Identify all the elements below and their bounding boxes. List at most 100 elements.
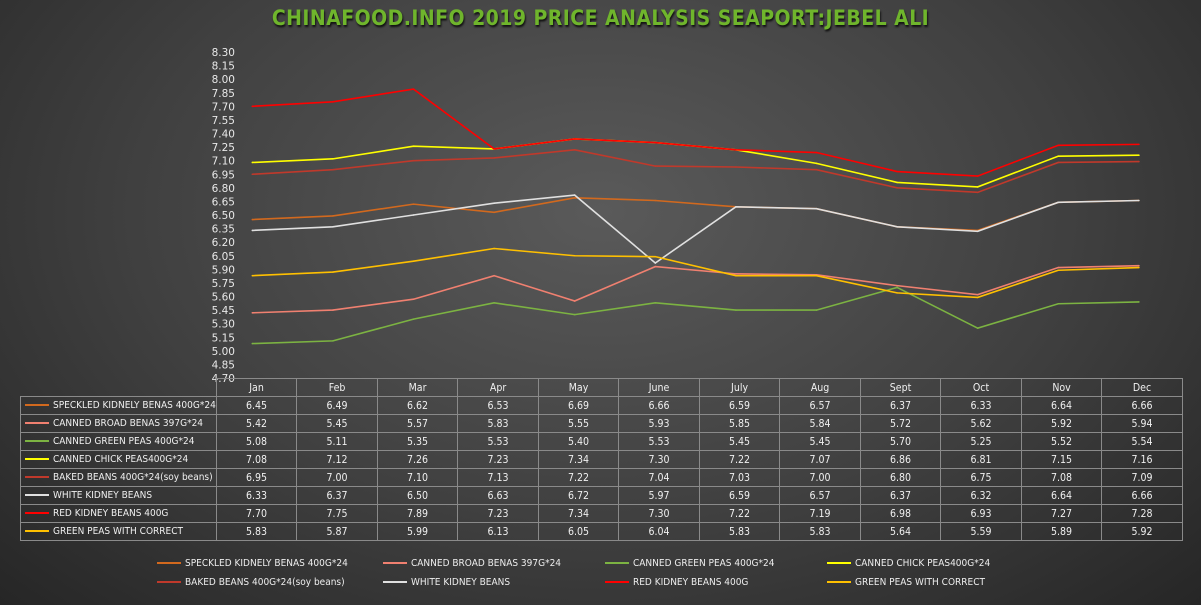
data-point	[896, 225, 898, 228]
y-tick-label: 5.75	[212, 278, 235, 290]
legend-item: CANNED GREEN PEAS 400G*24	[605, 558, 774, 569]
data-point	[896, 284, 898, 287]
legend-item: GREEN PEAS WITH CORRECT	[827, 577, 985, 588]
data-point	[332, 168, 334, 171]
data-point	[412, 145, 415, 147]
row-label: CANNED GREEN PEAS 400G*24	[20, 432, 217, 451]
data-point	[332, 158, 334, 160]
table-cell: 5.42	[215, 414, 298, 433]
table-cell: 5.84	[779, 414, 861, 433]
data-point	[735, 274, 737, 277]
data-point	[1057, 302, 1060, 305]
table-cell: 7.75	[296, 504, 378, 523]
table-cell: 7.30	[618, 504, 700, 523]
data-point	[493, 148, 495, 150]
legend-label: BAKED BEANS 400G*24(soy beans)	[185, 577, 345, 588]
data-point	[493, 302, 495, 304]
data-point	[251, 342, 254, 345]
legend-item: CANNED CHICK PEAS400G*24	[827, 558, 990, 569]
data-point	[896, 181, 898, 184]
data-point	[573, 138, 576, 140]
series-line-5	[252, 194, 1139, 265]
y-tick-label: 5.90	[212, 264, 235, 276]
table-cell: 5.92	[1101, 522, 1183, 541]
y-tick-label: 8.00	[212, 74, 235, 86]
x-tick-label: Oct	[940, 378, 1022, 397]
data-point	[332, 340, 334, 342]
x-tick-label: July	[698, 378, 781, 397]
y-tick-label: 6.80	[212, 183, 235, 195]
table-cell: 5.89	[1020, 522, 1103, 541]
legend-item: BAKED BEANS 400G*24(soy beans)	[157, 577, 345, 588]
table-cell: 6.37	[296, 486, 378, 505]
table-cell: 6.59	[698, 486, 781, 505]
x-tick-label: June	[618, 378, 700, 397]
table-cell: 5.62	[940, 414, 1022, 433]
table-cell: 7.23	[457, 450, 539, 469]
legend-swatch	[157, 581, 181, 583]
table-cell: 7.22	[698, 504, 781, 523]
x-tick-label: May	[537, 378, 620, 397]
table-cell: 7.12	[296, 450, 378, 469]
table-cell: 6.13	[457, 522, 539, 541]
table-cell: 5.72	[859, 414, 942, 433]
table-row: RED KIDNEY BEANS 400G 7.70 7.75 7.89 7.23 7.3…	[20, 504, 1183, 523]
data-point	[1138, 154, 1140, 157]
data-point	[1138, 301, 1140, 303]
row-label: GREEN PEAS WITH CORRECT	[20, 522, 217, 541]
table-cell: 7.26	[376, 450, 459, 469]
data-point	[976, 175, 979, 177]
table-cell: 6.45	[215, 396, 298, 415]
table-cell: 6.95	[215, 468, 298, 487]
table-cell: 7.08	[215, 450, 298, 469]
table-cell: 6.80	[859, 468, 942, 487]
series-swatch	[25, 404, 49, 406]
series-name: CANNED CHICK PEAS400G*24	[53, 454, 189, 465]
y-tick-label: 6.05	[212, 251, 235, 263]
series-name: CANNED GREEN PEAS 400G*24	[53, 436, 195, 447]
table-cell: 5.52	[1020, 432, 1103, 451]
data-point	[251, 161, 254, 164]
table-corner	[21, 379, 217, 397]
legend-label: CANNED CHICK PEAS400G*24	[855, 558, 991, 569]
table-cell: 5.85	[698, 414, 781, 433]
data-point	[493, 211, 495, 214]
series-swatch	[25, 530, 49, 532]
table-cell: 5.64	[859, 522, 942, 541]
table-cell: 7.08	[1020, 468, 1103, 487]
table-cell: 7.00	[779, 468, 861, 487]
table-cell: 5.53	[457, 432, 539, 451]
data-point	[654, 302, 657, 304]
data-point	[976, 293, 979, 296]
data-point	[735, 166, 737, 168]
series-line-7	[252, 247, 1139, 299]
table-cell: 6.93	[940, 504, 1022, 523]
legend-swatch	[605, 581, 629, 583]
x-tick-label: Nov	[1020, 378, 1103, 397]
table-cell: 6.53	[457, 396, 539, 415]
legend-label: GREEN PEAS WITH CORRECT	[855, 577, 985, 588]
table-cell: 5.83	[215, 522, 298, 541]
series-name: WHITE KIDNEY BEANS	[53, 490, 153, 501]
data-point	[332, 215, 334, 217]
series-name: BAKED BEANS 400G*24(soy beans)	[53, 472, 213, 483]
data-point	[251, 218, 254, 221]
table-cell: 5.59	[940, 522, 1022, 541]
table-cell: 7.34	[537, 504, 620, 523]
data-point	[412, 214, 415, 216]
data-point	[654, 265, 657, 268]
table-cell: 7.23	[457, 504, 539, 523]
data-point	[251, 229, 254, 232]
table-cell: 5.83	[698, 522, 781, 541]
series-swatch	[25, 422, 49, 424]
y-tick-label: 7.10	[212, 156, 235, 168]
data-point	[654, 141, 657, 144]
legend-label: WHITE KIDNEY BEANS	[411, 577, 511, 588]
table-cell: 6.59	[698, 396, 781, 415]
data-point	[573, 313, 576, 316]
table-cell: 6.32	[940, 486, 1022, 505]
x-tick-label: Jan	[215, 378, 298, 397]
series-line-2	[252, 286, 1139, 345]
data-point	[1138, 264, 1140, 267]
data-point	[412, 318, 415, 320]
